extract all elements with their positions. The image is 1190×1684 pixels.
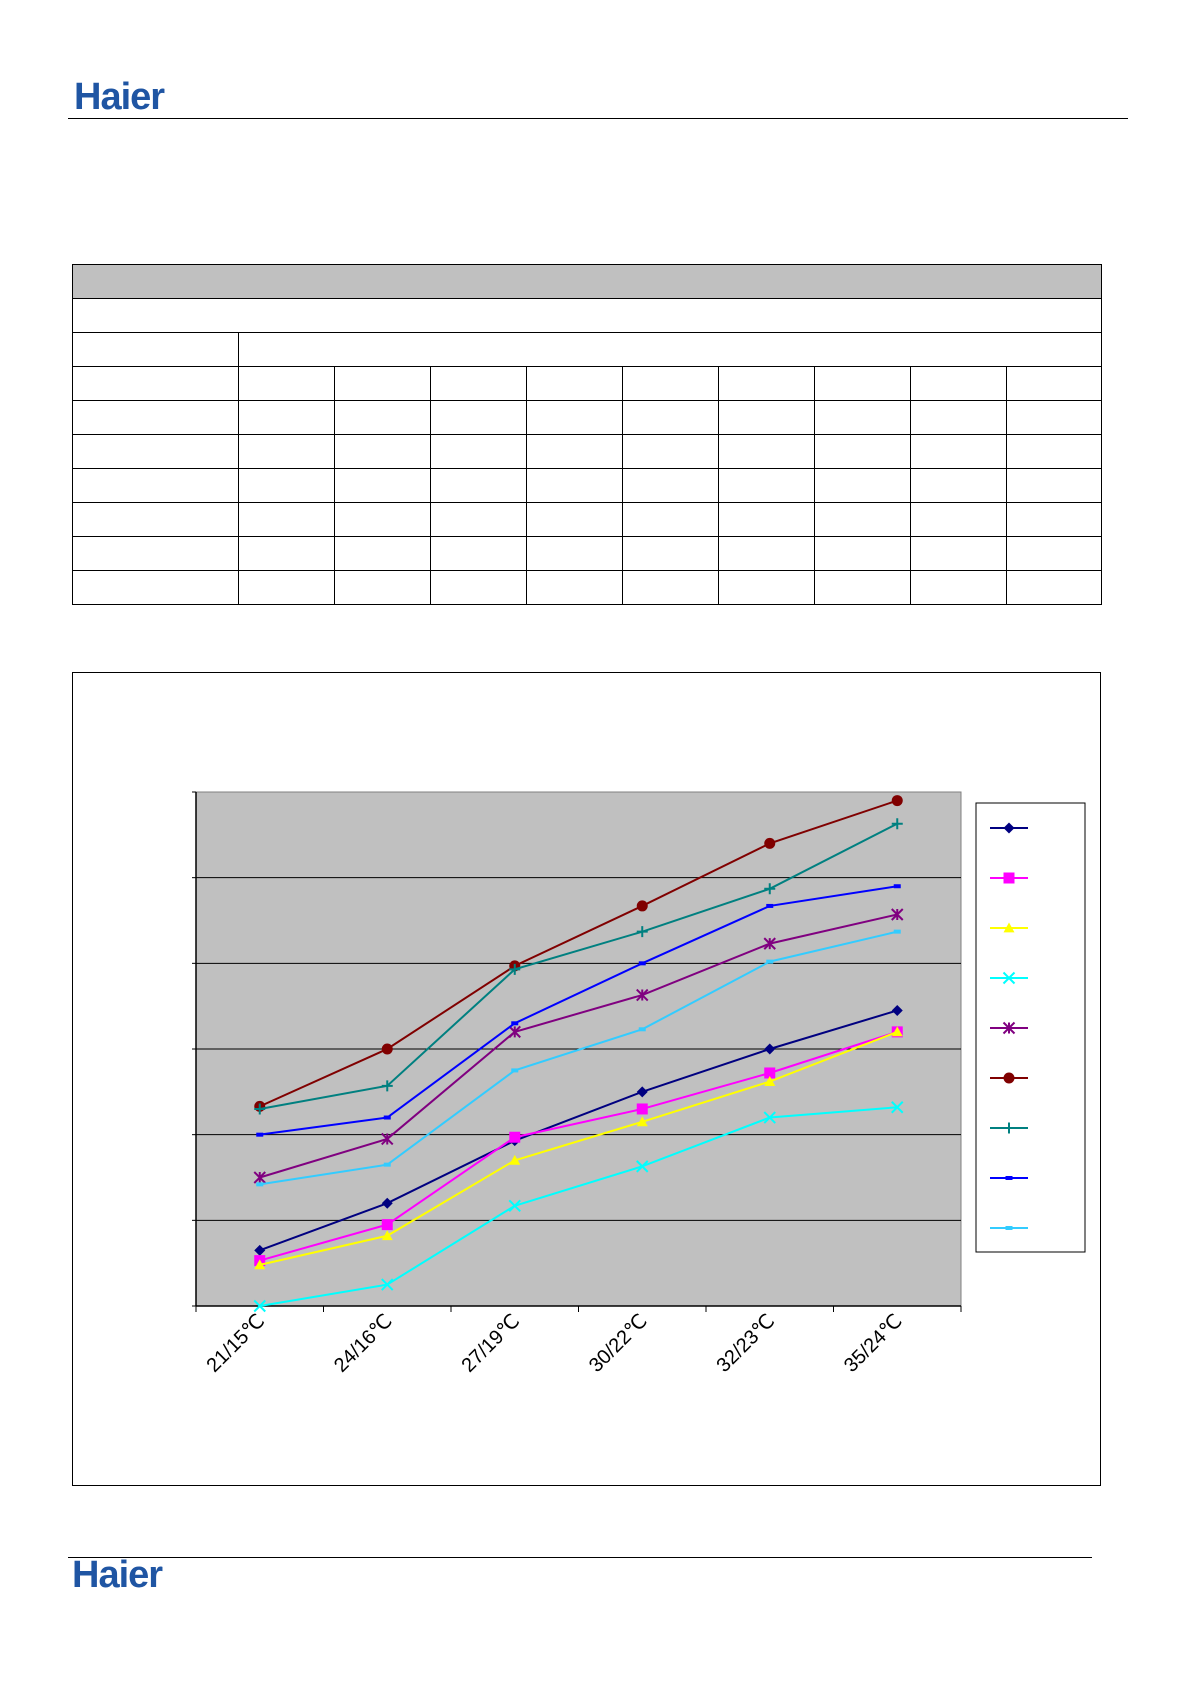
legend-marker <box>1003 922 1015 933</box>
legend-marker <box>1002 971 1016 985</box>
header-divider <box>68 118 1128 119</box>
table-row <box>72 468 1103 503</box>
data-point <box>764 1076 776 1086</box>
data-point <box>254 1244 266 1256</box>
table-row <box>71 264 1103 299</box>
data-point <box>764 837 776 849</box>
data-point <box>764 1043 776 1055</box>
data-point <box>256 1132 264 1137</box>
line-chart: 21/15℃ 24/16℃ 27/19℃ 30/22℃ 32/23℃ 35/24℃ <box>192 791 1086 1377</box>
table-row <box>71 298 1103 333</box>
data-point <box>638 961 646 966</box>
data-point <box>381 1197 393 1209</box>
data-point <box>891 1026 903 1037</box>
data-point <box>636 1116 648 1127</box>
series-line-9 <box>259 930 898 1186</box>
x-tick-label: 32/23℃ <box>712 1310 779 1377</box>
x-tick-label: 35/24℃ <box>840 1310 907 1377</box>
data-point <box>509 1131 521 1143</box>
table-row <box>72 502 1103 537</box>
table-row <box>72 536 1103 571</box>
series-line-7 <box>259 822 898 1110</box>
data-point <box>256 1182 264 1187</box>
data-point <box>381 1043 393 1055</box>
legend-marker <box>1003 1072 1015 1084</box>
data-point <box>254 1259 266 1270</box>
data-point <box>891 1101 904 1114</box>
table-cell <box>72 332 239 367</box>
x-tick-label: 27/19℃ <box>457 1310 524 1377</box>
data-point <box>763 1111 776 1124</box>
table-row <box>72 570 1103 605</box>
data-point <box>383 1162 391 1167</box>
series-line-4 <box>259 1106 898 1307</box>
data-point <box>766 959 774 964</box>
series-line-2 <box>259 1030 898 1262</box>
data-point <box>383 1115 391 1120</box>
data-point <box>508 1199 521 1212</box>
spec-table <box>71 264 1103 605</box>
series-line-5 <box>259 913 898 1179</box>
data-point <box>381 1080 393 1092</box>
series-line-8 <box>259 885 898 1136</box>
data-point <box>891 795 903 807</box>
data-point <box>764 883 776 895</box>
data-point <box>381 1132 394 1146</box>
x-tick-label: 24/16℃ <box>330 1310 397 1377</box>
data-point <box>764 1067 776 1079</box>
table-row <box>72 400 1103 435</box>
data-point <box>891 908 904 921</box>
legend-marker <box>1003 1122 1015 1134</box>
x-tick-label: 30/22℃ <box>585 1310 652 1377</box>
data-point <box>511 1068 519 1073</box>
data-point <box>511 1021 519 1026</box>
chart-frame: 21/15℃ 24/16℃ 27/19℃ 30/22℃ 32/23℃ 35/24℃ <box>72 672 1101 1486</box>
table-row <box>72 332 1103 367</box>
data-point <box>253 1299 266 1313</box>
table-cell <box>71 298 1103 333</box>
table-cell <box>237 332 1103 367</box>
legend-marker <box>1003 822 1015 834</box>
data-point <box>508 1025 521 1039</box>
data-point <box>381 1278 394 1291</box>
x-tick-label: 21/15℃ <box>202 1310 269 1377</box>
data-point <box>636 1103 648 1115</box>
data-point <box>381 1230 393 1241</box>
series-line-6 <box>259 799 898 1108</box>
haier-logo-bottom: Haier <box>72 1554 163 1596</box>
table-row <box>72 434 1103 469</box>
legend-marker <box>1005 1176 1013 1180</box>
footer-divider <box>68 1557 1092 1558</box>
legend-marker <box>1003 872 1015 884</box>
data-point <box>636 988 649 1002</box>
data-point <box>638 1027 646 1032</box>
data-point <box>766 903 774 908</box>
haier-logo-top: Haier <box>74 76 165 118</box>
data-point <box>509 963 521 975</box>
table-header-cell <box>71 264 1103 299</box>
series-line-1 <box>259 1009 898 1252</box>
data-point <box>763 937 776 950</box>
data-point <box>636 926 648 938</box>
data-point <box>253 1171 266 1184</box>
legend-marker <box>1002 1021 1016 1035</box>
data-point <box>509 1154 521 1165</box>
table-row <box>72 366 1103 401</box>
data-point <box>891 818 903 830</box>
legend-marker <box>1005 1226 1013 1230</box>
data-point <box>636 900 648 912</box>
data-point <box>893 929 901 934</box>
data-point <box>636 1160 649 1173</box>
data-point <box>893 884 901 889</box>
data-point <box>636 1086 648 1098</box>
data-point <box>891 1004 903 1016</box>
data-point <box>254 1103 266 1115</box>
data-point <box>381 1219 393 1231</box>
series-line-3 <box>259 1030 898 1266</box>
